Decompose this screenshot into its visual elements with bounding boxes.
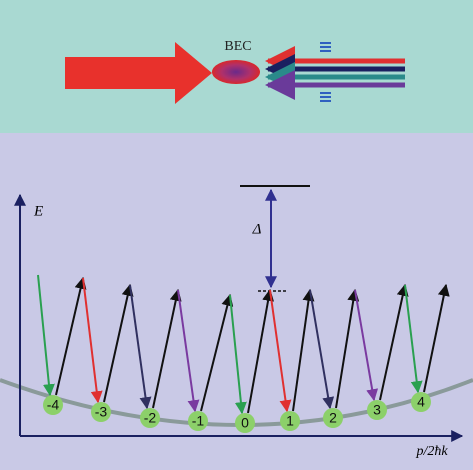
down-transition bbox=[229, 294, 247, 415]
state-label: 4 bbox=[417, 394, 425, 410]
state-dot bbox=[323, 408, 343, 428]
up-transition bbox=[423, 283, 450, 393]
up-transition bbox=[335, 288, 360, 409]
down-transition bbox=[37, 274, 55, 397]
probe-beams bbox=[265, 46, 405, 100]
state-dot bbox=[235, 413, 255, 433]
up-transition bbox=[379, 283, 409, 401]
gap-label: Δ bbox=[252, 221, 262, 237]
transitions bbox=[37, 274, 450, 415]
state-label: -3 bbox=[95, 404, 108, 420]
state-label: -4 bbox=[47, 397, 60, 413]
bec-cloud bbox=[212, 60, 260, 84]
state-label: 0 bbox=[241, 415, 249, 431]
up-transition bbox=[247, 288, 275, 414]
down-transition bbox=[309, 289, 335, 410]
state-dot bbox=[367, 400, 387, 420]
state-label: -2 bbox=[144, 410, 157, 426]
state-dot bbox=[188, 411, 208, 431]
y-axis-label: E bbox=[33, 203, 43, 219]
beam-symbols bbox=[320, 42, 331, 102]
up-transition bbox=[292, 288, 315, 412]
state-label: 3 bbox=[373, 402, 381, 418]
states: -4 -3 -2 -1 0 1 2 3 4 bbox=[43, 392, 431, 433]
up-transition bbox=[152, 288, 182, 409]
state-dot bbox=[411, 392, 431, 412]
down-transition bbox=[269, 289, 292, 413]
laser-arrow bbox=[65, 42, 212, 104]
state-label: 2 bbox=[329, 410, 337, 426]
up-transition bbox=[55, 276, 87, 396]
down-transition bbox=[404, 284, 423, 394]
bec-label: BEC bbox=[224, 39, 251, 54]
state-label: 1 bbox=[286, 413, 294, 429]
state-label: -1 bbox=[192, 413, 205, 429]
state-dot bbox=[91, 402, 111, 422]
down-transition bbox=[177, 289, 200, 413]
up-transition bbox=[103, 283, 134, 403]
state-dot bbox=[43, 395, 63, 415]
x-axis-label: p/2ħk bbox=[415, 444, 448, 459]
down-transition bbox=[354, 289, 379, 402]
state-dot bbox=[140, 408, 160, 428]
state-dot bbox=[280, 411, 300, 431]
down-transition bbox=[82, 277, 103, 404]
down-transition bbox=[129, 284, 152, 410]
up-transition bbox=[200, 293, 234, 412]
